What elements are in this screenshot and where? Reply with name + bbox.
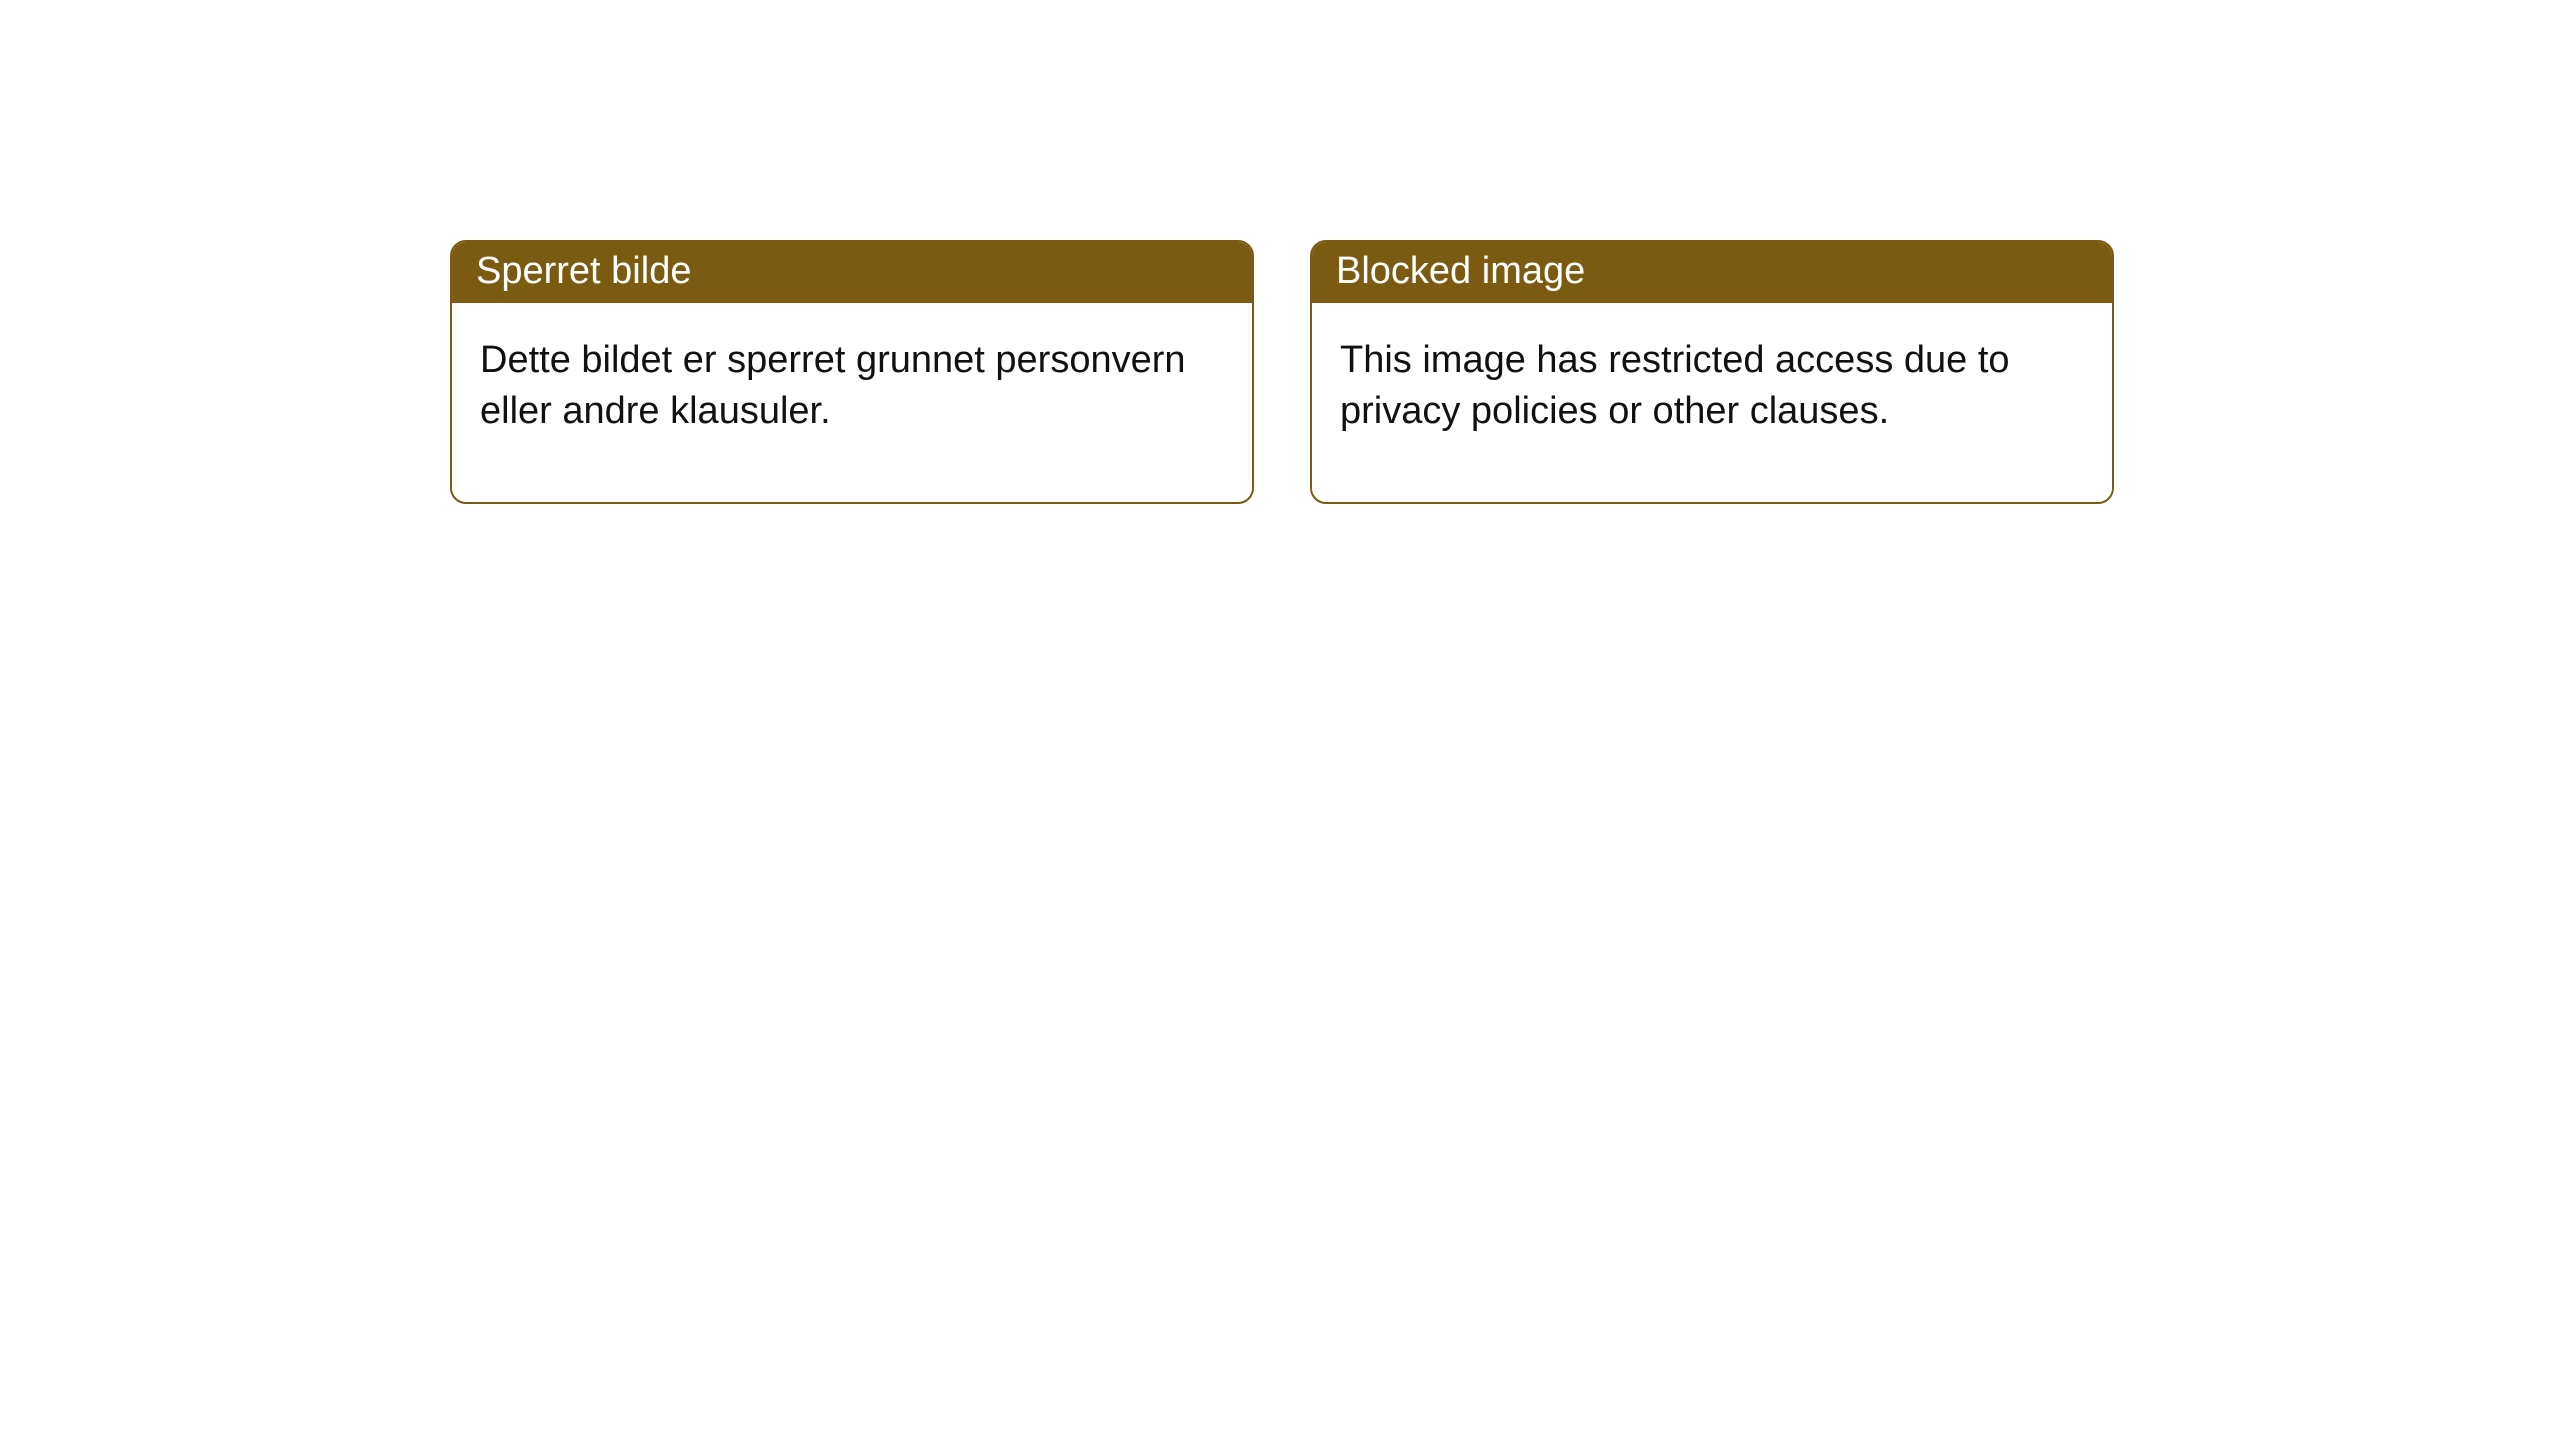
notice-container: Sperret bilde Dette bildet er sperret gr…	[0, 0, 2560, 504]
notice-header-no: Sperret bilde	[452, 242, 1252, 303]
notice-body-en: This image has restricted access due to …	[1312, 303, 2112, 502]
notice-card-no: Sperret bilde Dette bildet er sperret gr…	[450, 240, 1254, 504]
notice-header-en: Blocked image	[1312, 242, 2112, 303]
notice-body-no: Dette bildet er sperret grunnet personve…	[452, 303, 1252, 502]
notice-card-en: Blocked image This image has restricted …	[1310, 240, 2114, 504]
